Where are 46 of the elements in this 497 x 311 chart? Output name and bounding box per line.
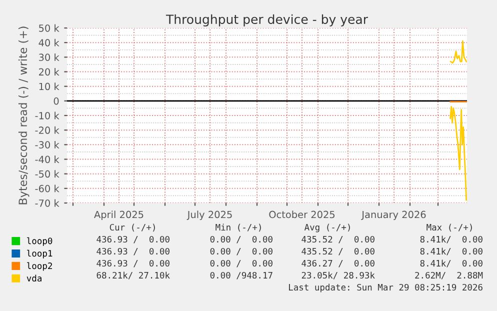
text: 8.41k/ 0.00 xyxy=(420,236,482,244)
y-tick-label: -30 k xyxy=(35,140,60,148)
y-tick-label: 0 xyxy=(54,97,59,105)
y-axis-title: Bytes/second read (-) / write (+) xyxy=(18,26,30,204)
text: Cur (-/+) xyxy=(110,224,155,232)
text: 436.93 / 0.00 xyxy=(96,236,170,244)
text: 0.00 / 0.00 xyxy=(210,248,272,256)
y-tick-label: -10 k xyxy=(35,112,60,120)
text: 435.52 / 0.00 xyxy=(302,248,374,256)
text: 436.93 / 0.00 xyxy=(96,248,170,256)
y-tick-label: 10 k xyxy=(39,82,60,90)
text: 0.00 / 0.00 xyxy=(210,260,272,268)
x-tick-label: April 2025 xyxy=(94,210,144,220)
text: Avg (-/+) xyxy=(304,224,350,232)
legend-label: loop2 xyxy=(27,262,52,271)
text: 436.27 / 0.00 xyxy=(302,260,374,268)
text: 436.93 / 0.00 xyxy=(96,260,170,268)
y-tick-label: 50 k xyxy=(39,24,60,32)
text: 0.00 /948.17 xyxy=(210,272,272,280)
line-series xyxy=(450,40,467,64)
y-tick-label: -20 k xyxy=(35,126,60,134)
legend-label: loop1 xyxy=(27,250,52,258)
y-tick-label: 30 k xyxy=(39,53,60,61)
legend-label: vda xyxy=(26,274,42,282)
text: 8.41k/ 0.00 xyxy=(420,248,482,256)
text: 435.52 / 0.00 xyxy=(302,236,374,244)
text: 68.21k/ 27.10k xyxy=(96,272,170,280)
x-tick-label: July 2025 xyxy=(186,210,232,220)
y-tick-label: -60 k xyxy=(35,184,60,192)
x-tick-label: October 2025 xyxy=(269,210,335,218)
text: 23.05k/ 28.93k xyxy=(302,272,375,280)
y-tick-label: -50 k xyxy=(35,170,60,178)
text: Min (-/+) xyxy=(216,224,261,232)
text: Max (-/+) xyxy=(426,224,472,232)
text: 8.41k/ 0.00 xyxy=(420,260,482,268)
text: Last update: Sun Mar 29 08:25:19 2026 xyxy=(289,284,482,292)
y-tick-label: -40 k xyxy=(35,156,60,164)
y-tick-label: -70 k xyxy=(35,199,60,207)
y-tick-label: 40 k xyxy=(38,38,60,46)
chart-title: Throughput per device - by year xyxy=(166,14,368,26)
text: 0.00 / 0.00 xyxy=(210,236,272,244)
text: 2.62M/ 2.88M xyxy=(415,272,483,280)
legend-label: loop0 xyxy=(27,237,52,246)
y-tick-label: 20 k xyxy=(38,68,60,76)
line-series xyxy=(450,106,467,201)
x-tick-label: January 2026 xyxy=(361,210,426,220)
